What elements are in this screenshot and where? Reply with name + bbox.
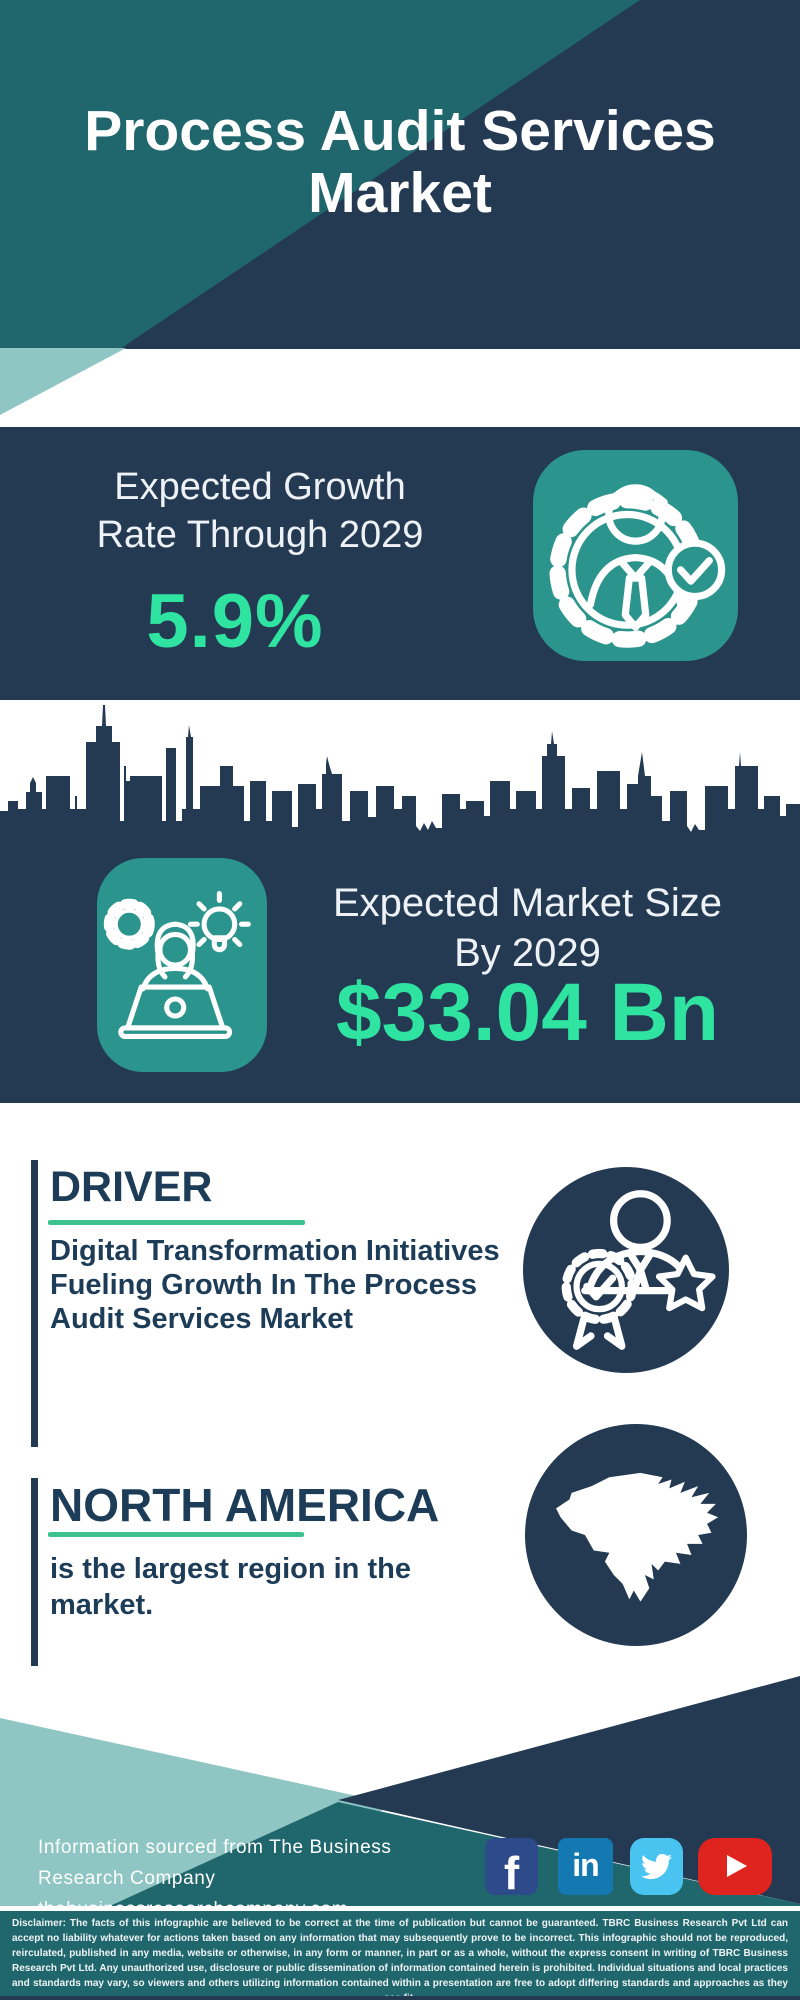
- market-heading-line1: Expected Market Size: [332, 881, 723, 925]
- city-skyline-graphic: [0, 705, 800, 848]
- businessman-gear-check-icon: [533, 450, 738, 661]
- facebook-f-glyph: f: [503, 1847, 520, 1899]
- bottom-edge-strip: [0, 1996, 800, 2000]
- market-size-value: $33.04 Bn: [336, 967, 719, 1058]
- linkedin-in-glyph: in: [572, 1847, 599, 1883]
- analyst-laptop-idea-icon: [97, 858, 267, 1072]
- market-heading: Expected Market Size By 2029: [290, 878, 765, 978]
- region-label: NORTH AMERICA: [50, 1479, 440, 1531]
- page-title: Process Audit Services Market: [0, 100, 800, 224]
- youtube-play-glyph: [727, 1855, 747, 1877]
- north-america-map-icon: [525, 1424, 747, 1646]
- region-text: is the largest region in the market.: [50, 1553, 411, 1621]
- twitter-icon[interactable]: [630, 1838, 683, 1895]
- linkedin-icon[interactable]: in: [558, 1838, 613, 1895]
- page-title-line2: Market: [308, 161, 492, 225]
- youtube-icon[interactable]: [698, 1838, 772, 1895]
- driver-text: Digital Transformation Initiatives Fueli…: [50, 1235, 500, 1335]
- page-title-line1: Process Audit Services: [84, 99, 716, 163]
- growth-heading-line1: Expected Growth: [114, 466, 406, 508]
- growth-heading-line2: Rate Through 2029: [96, 514, 424, 556]
- region-accent-bar: [31, 1478, 38, 1666]
- footer-divider: [0, 1906, 800, 1911]
- driver-label: DRIVER: [50, 1163, 213, 1211]
- source-line: Information sourced from The Business Re…: [38, 1837, 392, 1889]
- driver-accent-bar: [31, 1160, 38, 1447]
- twitter-bird-glyph: [641, 1853, 672, 1880]
- region-underline: [48, 1532, 304, 1537]
- disclaimer-text: Disclaimer: The facts of this infographi…: [0, 1911, 800, 2000]
- driver-underline: [48, 1220, 305, 1225]
- award-ribbon-person-star-icon: [523, 1167, 729, 1373]
- market-heading-line2: By 2029: [454, 931, 601, 975]
- growth-heading: Expected Growth Rate Through 2029: [35, 463, 485, 559]
- facebook-icon[interactable]: f: [485, 1838, 538, 1899]
- hero-light-teal-triangle: [0, 348, 126, 415]
- growth-rate-value: 5.9%: [146, 579, 324, 664]
